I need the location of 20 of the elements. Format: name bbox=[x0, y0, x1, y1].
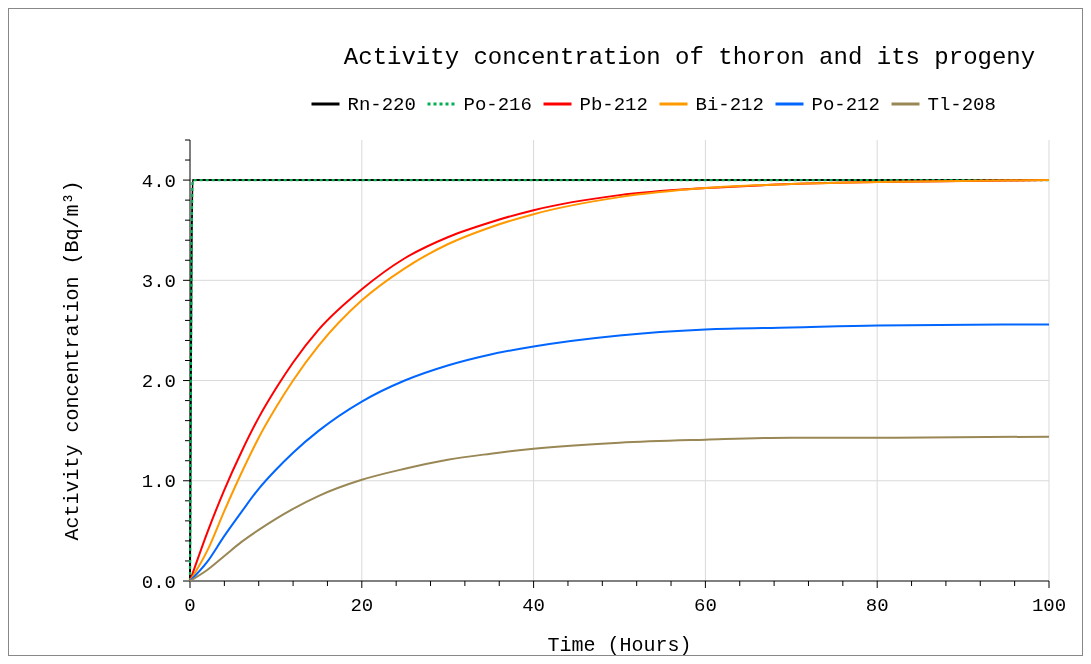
x-tick-label: 20 bbox=[350, 595, 374, 617]
y-tick-label: 3.0 bbox=[141, 270, 176, 293]
x-tick-label: 100 bbox=[1031, 595, 1067, 617]
y-tick-label: 4.0 bbox=[141, 170, 176, 193]
y-axis-title: Activity concentration (Bq/m³) bbox=[61, 180, 84, 541]
legend-label: Tl-208 bbox=[927, 94, 996, 116]
y-tick-label: 1.0 bbox=[141, 471, 176, 494]
x-tick-label: 40 bbox=[522, 595, 546, 617]
legend-label: Po-212 bbox=[811, 94, 880, 116]
x-tick-label: 60 bbox=[693, 595, 717, 617]
x-tick-label: 0 bbox=[184, 595, 196, 617]
legend-label: Bi-212 bbox=[695, 94, 764, 116]
legend-label: Rn-220 bbox=[347, 94, 416, 116]
legend-label: Po-216 bbox=[463, 94, 532, 116]
x-axis-title: Time (Hours) bbox=[547, 634, 692, 657]
legend-label: Pb-212 bbox=[579, 94, 648, 116]
y-tick-label: 0.0 bbox=[141, 571, 176, 594]
chart-title: Activity concentration of thoron and its progeny bbox=[343, 44, 1036, 71]
y-tick-label: 2.0 bbox=[141, 371, 176, 394]
x-tick-label: 80 bbox=[865, 595, 889, 617]
